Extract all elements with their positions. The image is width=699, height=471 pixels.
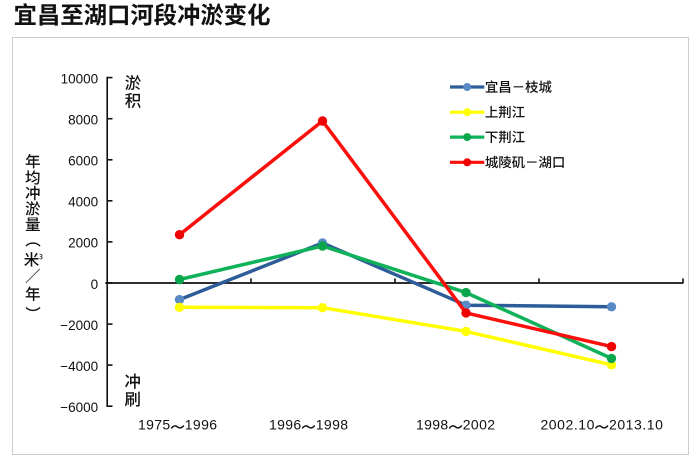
svg-text:2002: 2002: [463, 417, 496, 433]
svg-text:6000: 6000: [68, 154, 98, 169]
svg-text:10000: 10000: [61, 71, 99, 86]
svg-text:−6000: −6000: [60, 400, 98, 415]
svg-text:1998: 1998: [416, 417, 449, 433]
svg-text:−2000: −2000: [60, 318, 98, 333]
svg-text:1998: 1998: [316, 417, 349, 433]
svg-text:1996: 1996: [185, 417, 218, 433]
svg-text:−4000: −4000: [60, 359, 98, 374]
svg-text:2000: 2000: [68, 236, 98, 251]
svg-text:2013.10: 2013.10: [609, 417, 663, 433]
svg-text:2002.10: 2002.10: [540, 417, 594, 433]
svg-text:0: 0: [91, 277, 99, 292]
svg-text:1996: 1996: [269, 417, 302, 433]
svg-text:8000: 8000: [68, 113, 98, 128]
svg-text:4000: 4000: [68, 195, 98, 210]
svg-text:1975: 1975: [138, 417, 171, 433]
